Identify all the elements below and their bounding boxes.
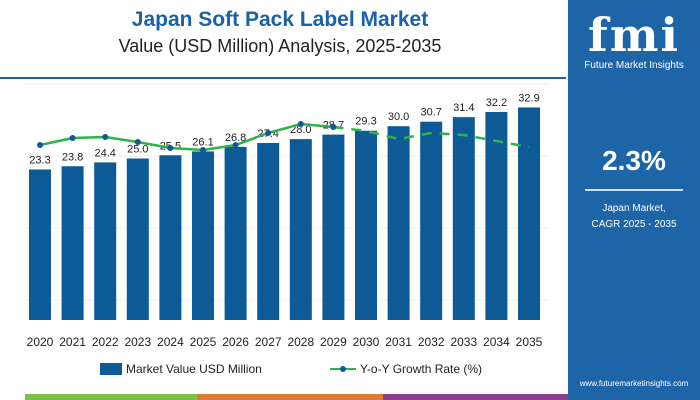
x-tick-2023: 2023 (124, 335, 151, 349)
x-tick-2028: 2028 (287, 335, 314, 349)
legend-bar-swatch (100, 363, 122, 375)
growth-point-2022 (102, 134, 109, 140)
bar-2034 (485, 111, 508, 320)
x-tick-2026: 2026 (222, 335, 249, 349)
growth-point-2028 (297, 121, 304, 127)
bar-2020 (29, 169, 51, 320)
panel-divider (585, 189, 683, 191)
growth-point-2023 (134, 139, 141, 145)
cagr-desc-line2: CAGR 2025 - 2035 (591, 219, 677, 230)
bar-2031 (387, 126, 410, 320)
side-panel: fmi Future Market Insights 2.3% Japan Ma… (568, 0, 700, 400)
x-tick-2024: 2024 (157, 335, 184, 349)
data-label-2030: 29.3 (355, 116, 376, 128)
x-tick-2029: 2029 (320, 335, 347, 349)
chart-subtitle: Value (USD Million) Analysis, 2025-2035 (118, 36, 442, 56)
legend-line-swatch (330, 366, 356, 372)
bar-2024 (159, 155, 182, 320)
legend-bar-label: Market Value USD Million (126, 362, 262, 376)
data-label-2028: 28.0 (290, 124, 311, 136)
website-link[interactable]: www.futuremarketinsights.com (579, 379, 689, 388)
data-label-2031: 30.0 (388, 111, 409, 123)
data-label-2020: 23.3 (29, 154, 50, 166)
growth-line-solid (39, 122, 334, 152)
growth-point-2029 (330, 124, 337, 130)
x-tick-2034: 2034 (483, 335, 510, 349)
bar-2023 (126, 158, 149, 320)
data-label-2033: 31.4 (453, 102, 474, 114)
bar-2035 (518, 107, 540, 320)
x-tick-2032: 2032 (418, 335, 445, 349)
growth-point-2021 (69, 135, 76, 141)
fmi-logo: fmi (588, 8, 680, 62)
growth-point-2026 (232, 142, 239, 148)
growth-point-2024 (167, 145, 174, 151)
growth-point-2025 (200, 147, 206, 153)
brand-name: Future Market Insights (584, 60, 684, 71)
bar-2021 (61, 166, 84, 320)
x-tick-2020: 2020 (27, 335, 54, 349)
x-tick-2035: 2035 (516, 335, 543, 349)
x-tick-2033: 2033 (450, 335, 477, 349)
data-label-2035: 32.9 (518, 92, 539, 104)
growth-point-2027 (265, 130, 272, 136)
x-tick-2031: 2031 (385, 335, 412, 349)
growth-line-dashed (333, 125, 530, 149)
bar-2029 (322, 134, 345, 320)
title-divider (0, 77, 566, 79)
bar-2033 (452, 117, 475, 320)
bar-2022 (94, 162, 117, 320)
legend-bar: Market Value USD Million (100, 362, 262, 376)
x-tick-2022: 2022 (92, 335, 119, 349)
data-label-2026: 26.8 (225, 132, 246, 144)
data-label-2032: 30.7 (420, 107, 441, 119)
data-label-2022: 24.4 (94, 147, 115, 159)
footer-strip-purple (383, 394, 568, 400)
x-tick-2025: 2025 (190, 335, 217, 349)
bar-2028 (289, 139, 312, 320)
x-tick-2021: 2021 (59, 335, 86, 349)
cagr-desc-line1: Japan Market, (602, 203, 666, 214)
data-label-2034: 32.2 (486, 97, 507, 109)
data-label-2023: 25.0 (127, 144, 148, 156)
bar-2030 (355, 130, 377, 320)
footer-strip-orange (197, 394, 383, 400)
growth-point-2020 (37, 142, 43, 148)
legend-line-label: Y-o-Y Growth Rate (%) (360, 362, 483, 376)
chart-area: 23.3202023.8202124.4202225.0202325.52024… (25, 83, 550, 349)
cagr-value: 2.3% (602, 145, 666, 176)
bar-2027 (257, 142, 280, 320)
footer-strip-green (25, 394, 197, 400)
data-label-2021: 23.8 (62, 151, 83, 163)
x-tick-2027: 2027 (255, 335, 282, 349)
bar-2032 (420, 121, 443, 320)
bar-2025 (192, 151, 214, 320)
bar-2026 (224, 146, 247, 320)
chart-title: Japan Soft Pack Label Market (131, 8, 429, 31)
x-tick-2030: 2030 (353, 335, 380, 349)
legend-line: Y-o-Y Growth Rate (%) (330, 362, 482, 376)
data-label-2025: 26.1 (192, 136, 213, 148)
